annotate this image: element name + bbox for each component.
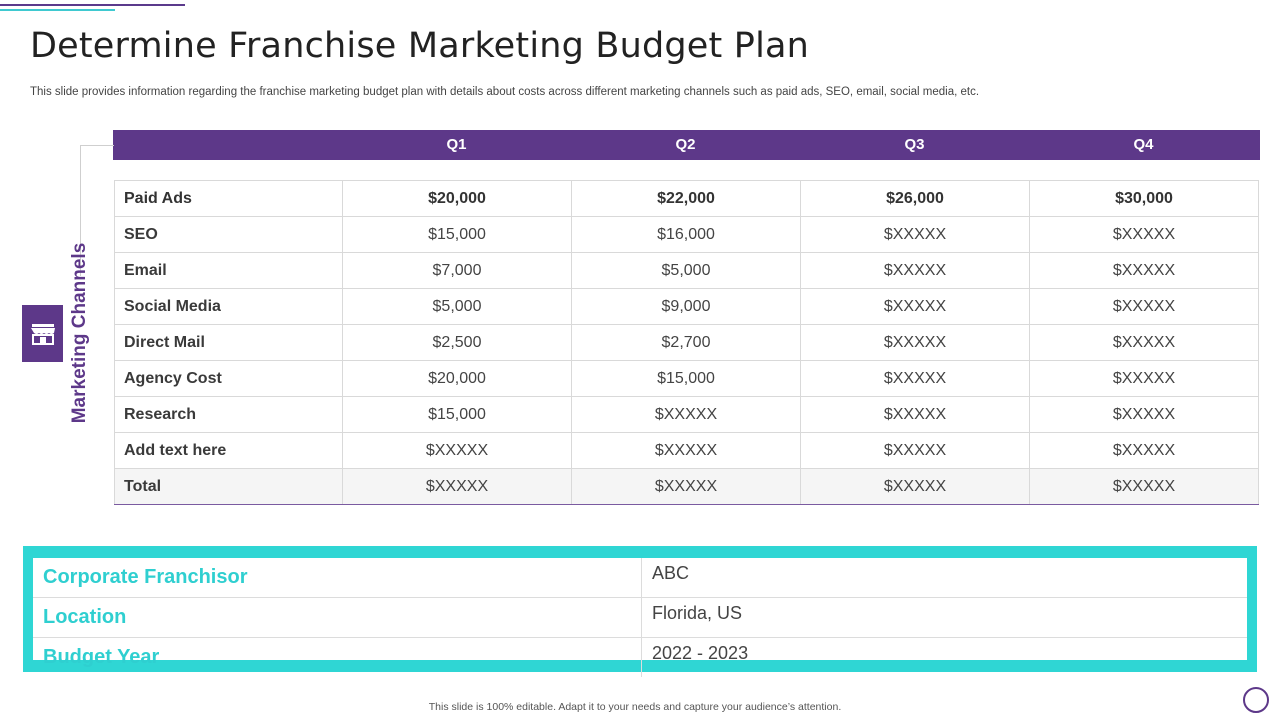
cell-q2: $16,000 <box>571 216 801 253</box>
cell-q2: $9,000 <box>571 288 801 325</box>
cell-q3: $XXXXX <box>800 324 1030 361</box>
cell-q4: $XXXXX <box>1029 252 1259 289</box>
accent-line-purple <box>0 4 185 6</box>
row-label: Social Media <box>114 288 343 325</box>
info-row: Location Florida, US <box>33 597 1247 638</box>
header-q3: Q3 <box>904 136 925 153</box>
quarter-header-bar: Q1 Q2 Q3 Q4 <box>113 130 1260 160</box>
table-row: SEO $15,000 $16,000 $XXXXX $XXXXX <box>114 216 1259 253</box>
cell-q2: $XXXXX <box>571 468 801 505</box>
cell-q4: $XXXXX <box>1029 432 1259 469</box>
row-label: SEO <box>114 216 343 253</box>
cell-q1: $15,000 <box>342 216 572 253</box>
row-label: Add text here <box>114 432 343 469</box>
info-value: 2022 - 2023 <box>652 643 749 663</box>
cell-q4: $XXXXX <box>1029 216 1259 253</box>
row-label: Email <box>114 252 343 289</box>
info-value: Florida, US <box>641 597 1247 638</box>
table-row: Paid Ads $20,000 $22,000 $26,000 $30,000 <box>114 180 1259 217</box>
table-row: Research $15,000 $XXXXX $XXXXX $XXXXX <box>114 396 1259 433</box>
marketing-channels-label: Marketing Channels <box>69 242 90 424</box>
header-q4: Q4 <box>1133 136 1154 153</box>
row-label: Paid Ads <box>114 180 343 217</box>
cell-q4: $XXXXX <box>1029 288 1259 325</box>
cell-q1: $XXXXX <box>342 432 572 469</box>
table-row: Email $7,000 $5,000 $XXXXX $XXXXX <box>114 252 1259 289</box>
header-q1: Q1 <box>446 136 467 153</box>
info-row: Corporate Franchisor ABC <box>33 558 1247 598</box>
header-q2: Q2 <box>675 136 696 153</box>
cell-q1: $7,000 <box>342 252 572 289</box>
franchise-info-table: Corporate Franchisor ABC Location Florid… <box>33 558 1247 677</box>
cell-q2: $2,700 <box>571 324 801 361</box>
cell-q1: $15,000 <box>342 396 572 433</box>
cell-q1: $5,000 <box>342 288 572 325</box>
cell-q2: $15,000 <box>571 360 801 397</box>
cell-q4: $XXXXX <box>1029 324 1259 361</box>
cell-q3: $26,000 <box>800 180 1030 217</box>
info-row: Budget Year 2022 - 2023 <box>33 637 1247 677</box>
cell-q4: $30,000 <box>1029 180 1259 217</box>
footer-note: This slide is 100% editable. Adapt it to… <box>428 701 842 713</box>
cell-q4: $XXXXX <box>1029 468 1259 505</box>
row-label: Research <box>114 396 343 433</box>
accent-line-teal <box>0 9 115 11</box>
cell-q3: $XXXXX <box>800 432 1030 469</box>
info-key: Budget Year <box>33 637 642 677</box>
cell-q2: $22,000 <box>571 180 801 217</box>
cell-q2: $XXXXX <box>571 396 801 433</box>
info-key: Location <box>33 597 642 638</box>
cell-q3: $XXXXX <box>800 252 1030 289</box>
row-label: Agency Cost <box>114 360 343 397</box>
cell-q1: $XXXXX <box>342 468 572 505</box>
page-title: Determine Franchise Marketing Budget Pla… <box>30 26 810 66</box>
table-row: Agency Cost $20,000 $15,000 $XXXXX $XXXX… <box>114 360 1259 397</box>
cell-q3: $XXXXX <box>800 396 1030 433</box>
storefront-icon <box>22 305 63 362</box>
info-key: Corporate Franchisor <box>33 558 642 598</box>
info-value: ABC <box>641 558 1247 598</box>
cell-q3: $XXXXX <box>800 288 1030 325</box>
franchise-info-inner: Corporate Franchisor ABC Location Florid… <box>33 558 1247 677</box>
page-subtitle: This slide provides information regardin… <box>30 86 980 98</box>
row-label: Total <box>114 468 343 505</box>
cell-q3: $XXXXX <box>800 468 1030 505</box>
cell-q1: $20,000 <box>342 180 572 217</box>
table-row: Social Media $5,000 $9,000 $XXXXX $XXXXX <box>114 288 1259 325</box>
table-row: Add text here $XXXXX $XXXXX $XXXXX $XXXX… <box>114 432 1259 469</box>
cell-q2: $5,000 <box>571 252 801 289</box>
row-label: Direct Mail <box>114 324 343 361</box>
cell-q1: $20,000 <box>342 360 572 397</box>
bracket-connector <box>80 145 114 276</box>
cell-q3: $XXXXX <box>800 360 1030 397</box>
table-row: Direct Mail $2,500 $2,700 $XXXXX $XXXXX <box>114 324 1259 361</box>
cell-q3: $XXXXX <box>800 216 1030 253</box>
franchise-info-box: Corporate Franchisor ABC Location Florid… <box>23 546 1257 677</box>
budget-table: Paid Ads $20,000 $22,000 $26,000 $30,000… <box>114 180 1259 505</box>
corner-circle-icon <box>1243 687 1269 713</box>
table-row-total: Total $XXXXX $XXXXX $XXXXX $XXXXX <box>114 468 1259 505</box>
cell-q2: $XXXXX <box>571 432 801 469</box>
cell-q4: $XXXXX <box>1029 396 1259 433</box>
cell-q4: $XXXXX <box>1029 360 1259 397</box>
cell-q1: $2,500 <box>342 324 572 361</box>
